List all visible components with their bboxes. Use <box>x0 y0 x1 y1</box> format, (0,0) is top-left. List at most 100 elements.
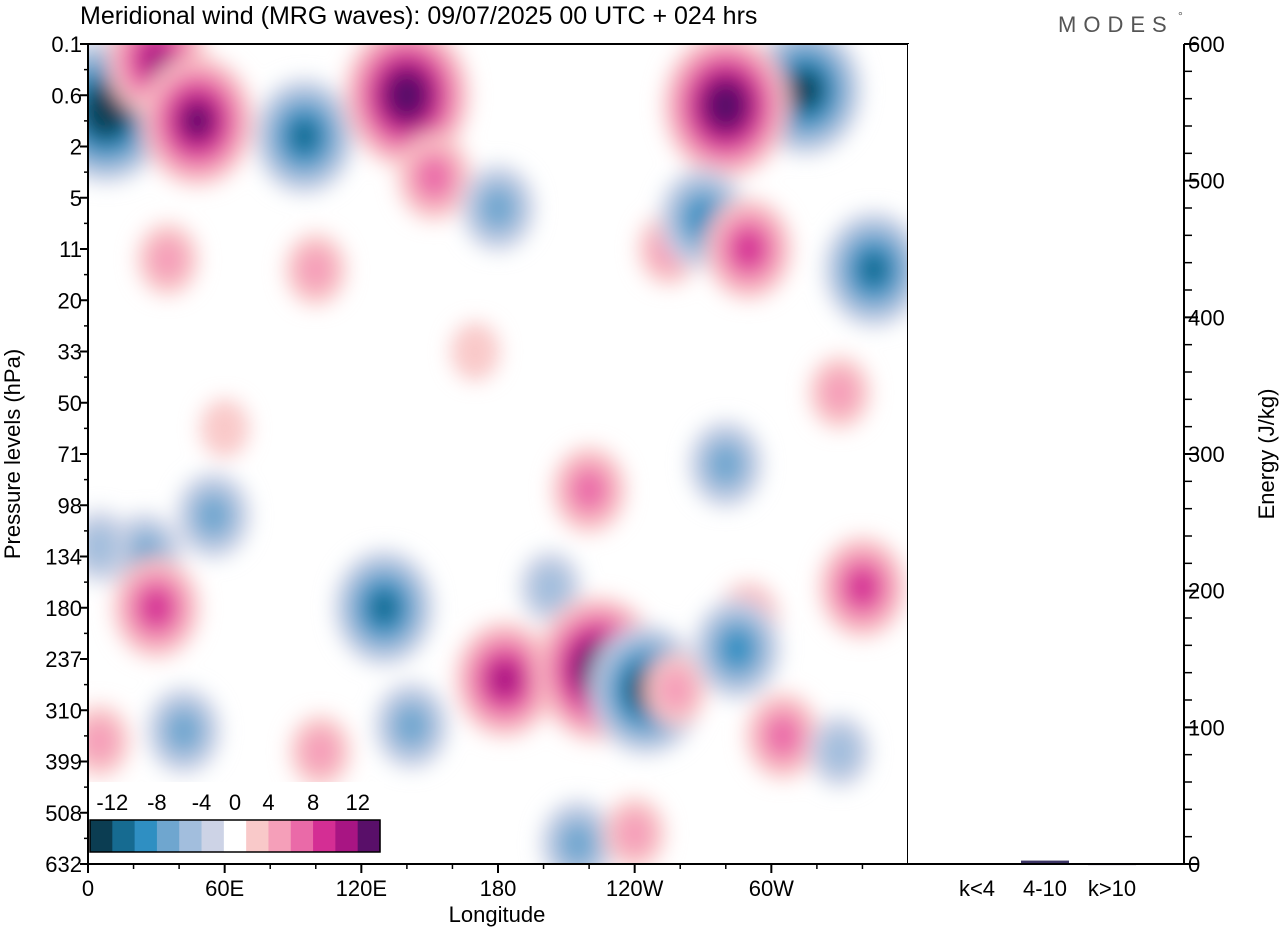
energy-tick-label: 100 <box>1188 715 1225 740</box>
y-tick-label: 71 <box>58 442 82 467</box>
energy-tick-label: 300 <box>1188 442 1225 467</box>
contour-band <box>712 90 739 121</box>
colorbar-label: 12 <box>345 790 369 815</box>
energy-axis-ticks: 0 100 200 300 400 500 600 <box>1184 32 1225 877</box>
contour-band <box>142 44 171 76</box>
contour-band <box>394 706 428 746</box>
contour-band <box>93 95 120 126</box>
contour-band <box>561 824 595 863</box>
contour-band <box>531 564 570 610</box>
colorbar-swatch <box>335 820 359 852</box>
colorbar-label: -4 <box>192 790 212 815</box>
y-tick-label: 237 <box>45 647 82 672</box>
contour-band <box>88 523 119 569</box>
energy-tick-label: 600 <box>1188 32 1225 57</box>
wind-feature <box>460 164 536 252</box>
wind-feature <box>551 446 627 534</box>
wind-feature <box>808 714 871 788</box>
contour-band <box>167 711 201 751</box>
colorbar-swatch <box>290 820 314 852</box>
contour-band <box>572 470 606 510</box>
contour-band <box>733 231 764 267</box>
colorbar-swatch <box>246 820 270 852</box>
y-tick-label: 20 <box>58 288 82 313</box>
wind-feature <box>688 420 763 508</box>
wind-feature <box>284 233 347 306</box>
contour-band <box>301 728 340 774</box>
contour-band <box>766 716 800 756</box>
y-tick-label: 5 <box>70 186 82 211</box>
wind-feature <box>454 621 555 738</box>
wind-feature <box>745 692 820 780</box>
energy-tick-label: 500 <box>1188 169 1225 194</box>
x-tick-label: 180 <box>480 876 517 901</box>
colorbar-swatch <box>268 820 292 852</box>
wind-feature <box>88 704 131 778</box>
energy-tick-label: 200 <box>1188 579 1225 604</box>
x-tick-label: 0 <box>82 876 94 901</box>
contour-band <box>709 444 743 484</box>
wind-feature <box>88 509 131 583</box>
y-tick-label: 508 <box>45 801 82 826</box>
wind-feature <box>693 597 781 700</box>
y-axis-ticks: 0.1 0.6 2 5 11 20 33 50 71 98 134 180 237 310 399 508 63… <box>45 32 88 877</box>
wind-feature <box>140 55 254 187</box>
y-tick-label: 33 <box>58 340 82 365</box>
energy-category-label: k<4 <box>959 876 995 901</box>
colorbar-swatch <box>223 820 247 852</box>
wind-contours <box>88 44 908 864</box>
contour-band <box>656 667 695 713</box>
contour-band <box>847 569 878 605</box>
wind-feature <box>374 682 449 770</box>
wind-feature <box>397 133 472 221</box>
y-axis-label: Pressure levels (hPa) <box>0 349 25 559</box>
y-tick-label: 0.6 <box>51 83 82 108</box>
y-tick-label: 11 <box>59 237 82 262</box>
wind-feature <box>603 796 666 864</box>
contour-band <box>450 322 500 381</box>
contour-band <box>820 370 859 415</box>
colorbar-swatch <box>134 820 158 852</box>
wind-feature <box>334 549 435 666</box>
energy-tick-label: 400 <box>1188 305 1225 330</box>
y-tick-label: 180 <box>45 596 82 621</box>
brand-mark: ° <box>1178 9 1183 23</box>
y-tick-label: 310 <box>45 698 82 723</box>
wind-feature <box>136 222 199 296</box>
wind-feature <box>662 44 789 178</box>
contour-band <box>615 810 654 856</box>
contour-band <box>859 252 889 287</box>
energy-tick-label: 0 <box>1188 852 1200 877</box>
contour-band <box>200 399 250 458</box>
contour-band <box>393 80 421 111</box>
brand-logo: MODES ° <box>1058 9 1183 37</box>
contour-band <box>290 119 319 153</box>
colorbar-label: -12 <box>96 790 128 815</box>
colorbar-label: 8 <box>307 790 319 815</box>
contour-band <box>481 188 515 228</box>
wind-feature <box>519 550 582 624</box>
y-tick-label: 98 <box>58 493 82 518</box>
energy-category-labels: k<4 4-10 k>10 <box>959 876 1136 901</box>
contour-band <box>183 105 212 137</box>
wind-feature <box>112 556 200 659</box>
wind-feature <box>450 322 500 381</box>
colorbar-swatch <box>201 820 225 852</box>
y-tick-label: 134 <box>45 545 82 570</box>
x-axis-label: Longitude <box>449 902 546 927</box>
wind-feature <box>254 78 355 195</box>
y-tick-label: 0.1 <box>51 32 82 57</box>
energy-axis-label: Energy (J/kg) <box>1254 389 1279 520</box>
contour-band <box>417 157 451 197</box>
x-axis-ticks: 0 60E 120E 180 120W 60W <box>82 864 864 901</box>
colorbar-label: -8 <box>147 790 167 815</box>
colorbar-swatch <box>112 820 136 852</box>
contour-band <box>721 631 753 667</box>
wind-field <box>88 44 908 864</box>
y-tick-label: 632 <box>45 852 82 877</box>
energy-category-label: k>10 <box>1088 876 1136 901</box>
contour-band <box>490 662 520 697</box>
wind-feature <box>176 471 251 560</box>
wind-feature <box>808 356 871 429</box>
